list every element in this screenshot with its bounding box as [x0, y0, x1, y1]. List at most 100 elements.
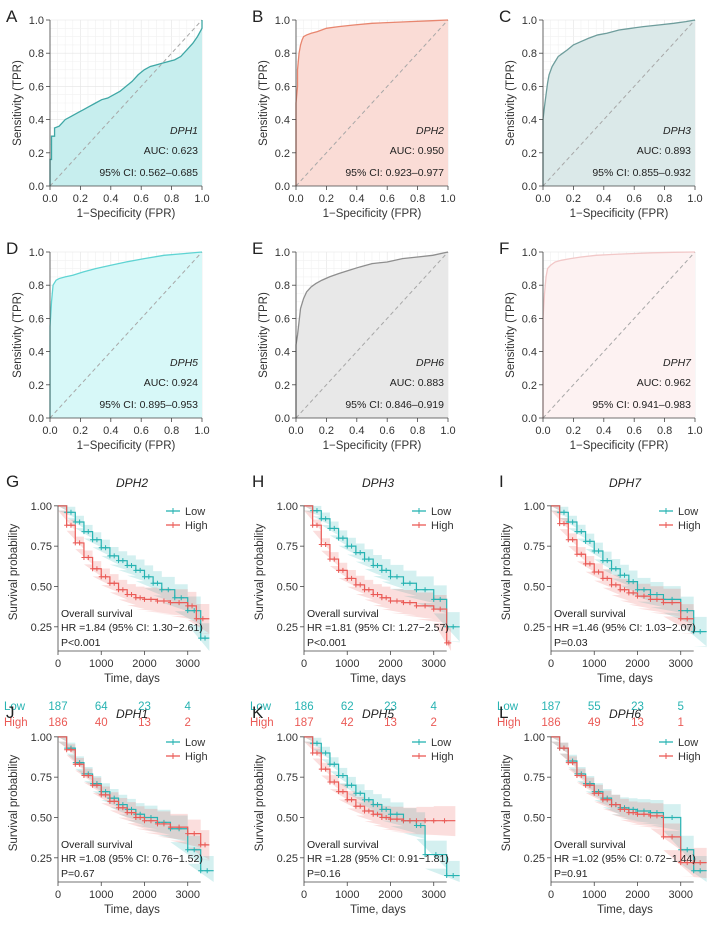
- y-tick-label: 0.8: [29, 280, 44, 292]
- censor-mark: [129, 810, 135, 816]
- roc-curve: [295, 19, 449, 186]
- censor-mark: [600, 558, 606, 564]
- y-tick-label: 0.0: [29, 413, 44, 425]
- x-tick-label: 1000: [335, 889, 359, 901]
- censor-mark: [344, 782, 350, 788]
- censor-mark: [314, 508, 320, 514]
- risk-row-label: Low: [497, 701, 519, 713]
- y-tick-label: 0.6: [29, 313, 44, 325]
- censor-mark: [587, 561, 593, 567]
- risk-count: 2: [185, 717, 191, 729]
- y-tick-label: 0.6: [275, 313, 290, 325]
- censor-mark: [366, 556, 372, 562]
- censor-mark: [148, 596, 154, 602]
- censor-mark: [107, 553, 113, 559]
- censor-mark: [120, 587, 126, 593]
- y-axis-title: Sensitivity (TPR): [505, 292, 517, 378]
- censor-mark: [133, 567, 139, 573]
- annotation-p: P<0.001: [307, 637, 347, 649]
- x-tick-label: 1.0: [194, 425, 209, 437]
- x-tick-label: 0: [301, 889, 307, 901]
- censor-mark: [630, 810, 636, 816]
- x-axis-title: Time, days: [350, 904, 406, 916]
- censor-mark: [375, 811, 381, 817]
- y-tick-label: 0.75: [277, 772, 298, 784]
- x-tick-label: 0.8: [410, 425, 425, 437]
- legend-label: High: [678, 520, 701, 532]
- censor-mark: [574, 529, 580, 535]
- censor-mark: [193, 616, 199, 622]
- censor-mark: [103, 792, 109, 798]
- censor-mark: [565, 760, 571, 766]
- censor-mark: [90, 537, 96, 543]
- censor-mark: [77, 761, 83, 767]
- censor-mark: [116, 558, 122, 564]
- censor-mark: [344, 797, 350, 803]
- censor-mark: [578, 529, 584, 535]
- censor-mark: [613, 582, 619, 588]
- censor-mark: [574, 773, 580, 779]
- x-tick-label: 0.0: [288, 425, 303, 437]
- censor-mark: [176, 600, 182, 606]
- censor-mark: [120, 805, 126, 811]
- y-tick-label: 0.0: [29, 181, 44, 193]
- panel-letter: H: [252, 472, 264, 491]
- censor-mark: [310, 750, 316, 756]
- censor-mark: [433, 852, 439, 858]
- censor-mark: [331, 556, 337, 562]
- x-tick-label: 0.4: [349, 193, 364, 205]
- x-tick-label: 0.0: [535, 425, 550, 437]
- censor-mark: [340, 567, 346, 573]
- censor-mark: [587, 538, 593, 544]
- x-tick-label: 3000: [421, 658, 445, 670]
- censor-mark: [561, 509, 567, 515]
- censor-mark: [336, 789, 342, 795]
- censor-mark: [191, 831, 197, 837]
- y-axis-title: Sensitivity (TPR): [12, 292, 24, 378]
- censor-mark: [413, 603, 419, 609]
- censor-mark: [647, 813, 653, 819]
- censor-mark: [596, 790, 602, 796]
- censor-mark: [697, 629, 703, 635]
- x-tick-label: 0.6: [380, 425, 395, 437]
- censor-mark: [124, 563, 130, 569]
- y-axis-title: Survival probability: [501, 523, 513, 620]
- censor-mark: [178, 595, 184, 601]
- censor-mark: [418, 823, 424, 829]
- censor-mark: [185, 603, 191, 609]
- censor-mark: [626, 590, 632, 596]
- roc-panel-D: D 0.0 0.2 0.4 0.6 0.8 1.0 0.0 0.2 0.4 0.6 0.8 1.0 1−S…: [6, 239, 210, 452]
- censor-mark: [604, 558, 610, 564]
- panel-letter: A: [6, 7, 18, 26]
- censor-mark: [120, 558, 126, 564]
- risk-count: 23: [384, 701, 397, 713]
- censor-mark: [344, 543, 350, 549]
- x-axis-title: Time, days: [597, 673, 653, 685]
- censor-mark: [583, 561, 589, 567]
- y-tick-label: 0.8: [522, 280, 537, 292]
- risk-count: 49: [588, 717, 601, 729]
- annotation-hr: HR =1.81 (95% CI: 1.27−2.57): [307, 622, 449, 634]
- censor-mark: [450, 873, 456, 879]
- risk-count: 2: [431, 717, 437, 729]
- x-tick-label: 0.2: [73, 425, 88, 437]
- roc-curve: [49, 20, 203, 186]
- censor-mark: [437, 606, 443, 612]
- ci-label: 95% CI: 0.855–0.932: [592, 167, 691, 179]
- censor-mark: [609, 566, 615, 572]
- annotation-p: P<0.001: [61, 637, 101, 649]
- censor-mark: [137, 814, 143, 820]
- annotation-title: Overall survival: [61, 608, 133, 620]
- x-tick-label: 1000: [582, 889, 606, 901]
- x-tick-label: 3000: [668, 889, 692, 901]
- censor-mark: [353, 790, 359, 796]
- roc-curve: [542, 19, 696, 186]
- x-axis-title: 1−Specificity (FPR): [570, 208, 669, 220]
- censor-mark: [64, 747, 70, 753]
- x-tick-label: 3000: [175, 889, 199, 901]
- censor-mark: [591, 569, 597, 575]
- roc-panel-B: B 0.0 0.2 0.4 0.6 0.8 1.0 0.0 0.2 0.4 0.6 0.8 1.0 1−S…: [252, 7, 456, 220]
- reference-diagonal: [542, 251, 696, 419]
- x-tick-label: 0.2: [73, 193, 88, 205]
- km-confidence-band-high: [304, 505, 452, 651]
